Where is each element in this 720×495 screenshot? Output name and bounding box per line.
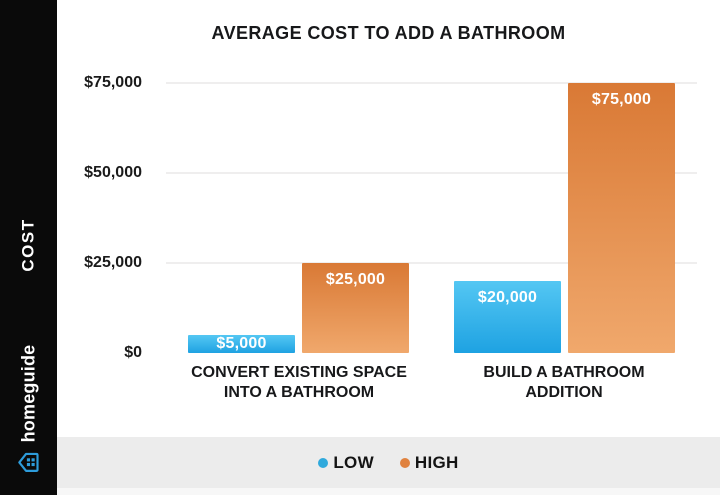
bar-high: $25,000 bbox=[302, 263, 409, 353]
y-axis-title: COST bbox=[18, 218, 38, 272]
legend-item-low: LOW bbox=[318, 453, 374, 473]
legend-low-dot bbox=[318, 457, 329, 468]
bar-value-label: $20,000 bbox=[477, 289, 538, 306]
bar-high: $75,000 bbox=[568, 83, 675, 353]
y-tick-label: $50,000 bbox=[84, 164, 142, 181]
legend-high-dot bbox=[399, 457, 410, 468]
gridline bbox=[166, 82, 697, 84]
brand-logo: homeguide bbox=[0, 330, 57, 490]
y-tick-label: $0 bbox=[124, 344, 142, 361]
y-tick-label: $75,000 bbox=[84, 74, 142, 91]
gridline bbox=[166, 262, 697, 264]
brand-name: homeguide bbox=[18, 344, 38, 443]
gridline bbox=[166, 172, 697, 174]
y-tick-label: $25,000 bbox=[84, 254, 142, 271]
homeguide-house-icon bbox=[18, 452, 39, 472]
bar-value-label: $25,000 bbox=[325, 271, 386, 288]
y-axis-title-box: COST bbox=[0, 170, 57, 320]
bar-low: $5,000 bbox=[188, 335, 295, 353]
x-category-label: BUILD A BATHROOM ADDITION bbox=[483, 364, 645, 401]
legend-item-high: HIGH bbox=[399, 452, 459, 473]
legend: LOW HIGH bbox=[57, 437, 720, 488]
bar-low: $20,000 bbox=[454, 281, 561, 353]
legend-label: HIGH bbox=[414, 452, 459, 472]
sidebar: COST homeguide bbox=[0, 0, 57, 495]
bar-value-label: $5,000 bbox=[216, 335, 267, 352]
bar-value-label: $75,000 bbox=[591, 91, 652, 108]
chart-title: AVERAGE COST TO ADD A BATHROOM bbox=[211, 23, 566, 43]
legend-label: LOW bbox=[333, 452, 374, 472]
x-category-label: CONVERT EXISTING SPACE INTO A BATHROOM bbox=[191, 364, 407, 401]
y-axis: $0 $25,000 $50,000 $75,000 bbox=[60, 74, 142, 361]
plot-area: $5,000 $25,000 $20,000 $75,000 bbox=[166, 82, 697, 353]
x-axis-labels: CONVERT EXISTING SPACE INTO A BATHROOM BUI… bbox=[166, 363, 697, 409]
legend-substrip bbox=[57, 488, 720, 495]
